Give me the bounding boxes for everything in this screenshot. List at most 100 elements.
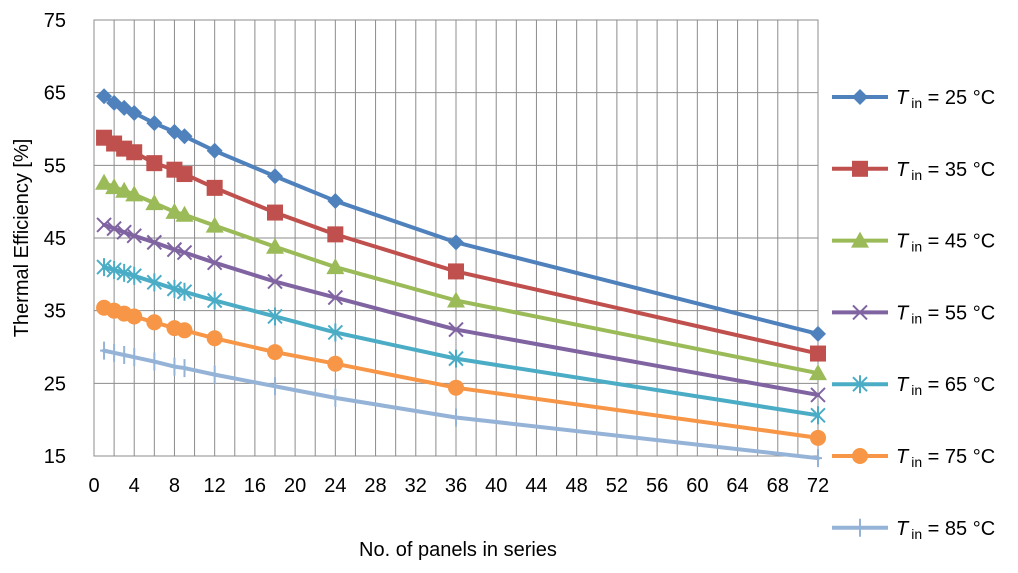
x-tick-label: 28 <box>364 475 386 497</box>
series-line <box>102 348 820 461</box>
data-point <box>210 365 219 384</box>
data-point <box>130 348 139 367</box>
x-tick-label: 48 <box>566 475 588 497</box>
series-2 <box>96 129 826 362</box>
x-tick-label: 36 <box>445 475 467 497</box>
data-point <box>115 181 134 198</box>
data-point <box>176 322 193 339</box>
data-point <box>96 258 112 277</box>
data-point <box>809 364 827 381</box>
data-point <box>96 88 113 105</box>
data-point <box>126 308 143 325</box>
data-point <box>96 217 112 233</box>
data-point <box>267 307 283 326</box>
x-tick-label: 16 <box>244 475 266 497</box>
plot-area <box>95 88 827 468</box>
data-point <box>206 291 223 310</box>
series-5 <box>96 258 826 425</box>
data-point <box>448 349 464 368</box>
data-point <box>267 344 283 361</box>
data-point <box>448 321 464 338</box>
data-point <box>448 234 464 251</box>
y-tick-label: 15 <box>44 446 66 468</box>
data-point <box>95 173 114 190</box>
data-point <box>331 388 340 407</box>
data-point <box>145 194 164 211</box>
data-point <box>327 323 344 342</box>
data-point <box>205 216 224 233</box>
data-point <box>146 155 163 172</box>
data-point <box>327 226 344 243</box>
data-point <box>126 266 142 285</box>
data-point <box>146 273 163 292</box>
x-tick-label: 64 <box>726 475 748 497</box>
data-point <box>126 105 143 122</box>
data-point <box>852 304 868 321</box>
data-point <box>146 314 163 331</box>
x-axis-label: No. of panels in series <box>359 539 557 561</box>
data-point <box>327 355 344 372</box>
y-axis-label: Thermal Efficiency [%] <box>11 139 33 338</box>
data-point <box>206 142 223 159</box>
x-tick-label: 32 <box>405 475 427 497</box>
data-point <box>146 234 163 251</box>
x-tick-label: 12 <box>204 475 226 497</box>
data-point <box>267 273 283 290</box>
data-point <box>810 387 826 403</box>
x-tick-label: 56 <box>646 475 668 497</box>
data-point <box>327 289 344 306</box>
data-point <box>814 449 822 468</box>
data-point <box>120 345 129 364</box>
data-point <box>106 260 122 279</box>
x-tick-label: 68 <box>767 475 789 497</box>
x-tick-label: 52 <box>606 475 628 497</box>
data-point <box>125 185 144 202</box>
data-point <box>851 231 869 248</box>
data-point <box>105 178 124 195</box>
data-point <box>176 282 193 301</box>
data-point <box>175 205 194 222</box>
data-point <box>852 375 868 394</box>
y-tick-label: 75 <box>44 10 66 32</box>
data-point <box>146 115 163 132</box>
data-point <box>166 241 183 258</box>
data-point <box>100 341 109 360</box>
data-point <box>126 228 142 244</box>
data-point <box>852 160 868 177</box>
data-point <box>266 237 284 254</box>
data-point <box>150 352 159 371</box>
series-6 <box>96 299 826 446</box>
x-tick-label: 72 <box>807 475 829 497</box>
data-point <box>106 220 122 237</box>
plot-border <box>93 19 819 457</box>
data-point <box>448 263 464 280</box>
data-point <box>852 89 868 105</box>
x-tick-label: 0 <box>88 475 99 497</box>
y-tick-label: 55 <box>44 155 66 177</box>
data-point <box>110 343 119 362</box>
data-point <box>126 144 143 161</box>
data-point <box>116 99 133 116</box>
data-point <box>326 258 345 275</box>
data-point <box>166 279 183 298</box>
data-point <box>856 518 864 537</box>
y-tick-label: 45 <box>44 228 66 250</box>
series-line <box>102 222 820 397</box>
data-point <box>810 429 826 446</box>
x-tick-label: 4 <box>129 475 140 497</box>
x-tick-label: 24 <box>324 475 346 497</box>
x-tick-label: 20 <box>284 475 306 497</box>
